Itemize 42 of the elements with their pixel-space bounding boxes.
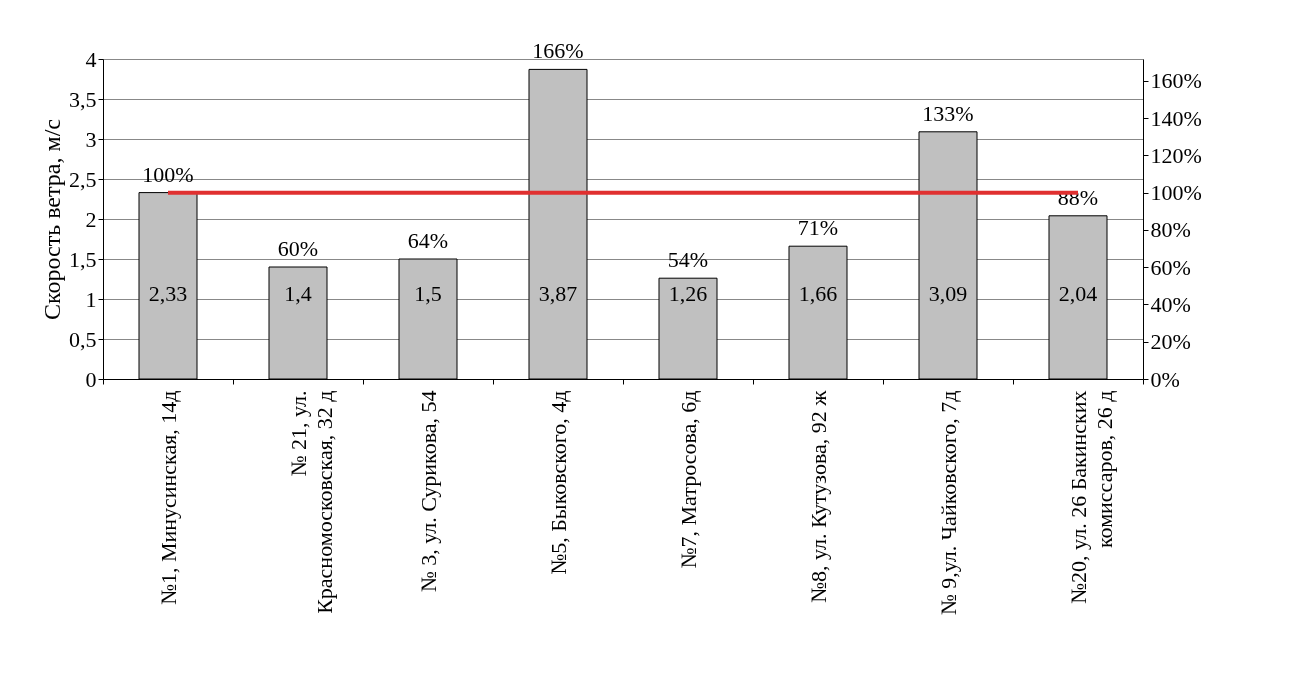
y-tick-label: 2 (85, 206, 97, 232)
y2-tick-label: 120% (1150, 142, 1202, 168)
y-tick-label: 4 (85, 46, 97, 72)
x-tick-label: №7, Матросова, 6д (675, 390, 701, 569)
y2-tick-label: 20% (1150, 329, 1191, 355)
y-tick-label: 1,5 (69, 246, 97, 272)
y2-tick-label: 80% (1150, 217, 1191, 243)
y-tick-label: 1 (85, 286, 97, 312)
x-tick-label: №1, Минусинская, 14д (155, 390, 181, 606)
data-label: 3,09 (928, 281, 968, 306)
x-tick-label: №20, ул. 26 Бакинских комиссаров, 26 д (1065, 390, 1117, 604)
annotation: 100% (142, 161, 194, 187)
y-tick-label: 2,5 (69, 166, 97, 192)
y2-tick-label: 60% (1150, 254, 1191, 280)
data-label: 1,26 (668, 281, 708, 306)
x-tick-label: №8, ул. Кутузова, 92 ж (805, 389, 831, 603)
x-tick-label: № 9,ул. Чайковского, 7д (935, 390, 961, 616)
annotation: 54% (667, 247, 709, 273)
y2-tick-label: 160% (1150, 68, 1202, 94)
annotation: 166% (532, 38, 584, 64)
data-label: 1,5 (414, 281, 442, 306)
y2-tick-label: 40% (1150, 291, 1191, 317)
annotation: 71% (797, 215, 839, 241)
y-tick-label: 3 (85, 126, 97, 152)
x-tick-label: № 21, ул. Красномосковская, 32 д (285, 390, 337, 614)
y2-tick-label: 140% (1150, 105, 1202, 131)
y-tick-label: 3,5 (69, 86, 97, 112)
annotation: 60% (277, 236, 319, 261)
data-label: 1,66 (798, 281, 838, 306)
data-label: 2,04 (1058, 281, 1098, 306)
y-axis-title: Скорость ветра, м/с (39, 119, 65, 320)
x-tick-label: № 3, ул. Сурикова, 54 (415, 390, 441, 593)
y-tick-label: 0,5 (69, 326, 97, 352)
y2-tick-label: 0% (1150, 366, 1180, 392)
annotation: 64% (407, 228, 449, 253)
y-tick-label: 0 (85, 366, 97, 392)
data-label: 3,87 (538, 281, 578, 306)
y2-tick-label: 100% (1150, 180, 1202, 206)
annotation: 133% (922, 100, 974, 126)
x-tick-label: №5, Быковского, 4д (545, 390, 571, 575)
data-label: 2,33 (148, 281, 188, 306)
data-label: 1,4 (284, 281, 312, 306)
